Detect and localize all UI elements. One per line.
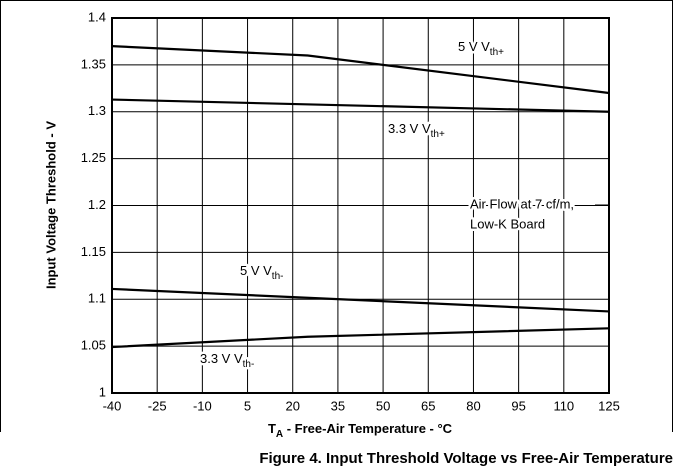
x-tick-label: 110 <box>553 398 574 413</box>
plot-frame <box>111 17 610 394</box>
y-tick-label: 1.15 <box>81 244 106 259</box>
series-label-main: 5 V V <box>458 39 490 54</box>
annotation: Air Flow at 7 cf/m, <box>470 196 574 211</box>
x-tick-label: 95 <box>511 398 525 413</box>
series-label-sub: th- <box>272 271 284 282</box>
x-tick-label: -25 <box>148 398 167 413</box>
y-tick-label: 1.25 <box>81 150 106 165</box>
x-tick-label: -10 <box>193 398 212 413</box>
series-label-sub: th+ <box>490 47 504 58</box>
y-tick-label: 1.3 <box>88 103 106 118</box>
series-label: 5 V Vth- <box>240 263 283 281</box>
x-tick-label: 80 <box>466 398 480 413</box>
series-label: 3.3 V Vth+ <box>388 121 445 139</box>
x-tick-label: 35 <box>331 398 345 413</box>
x-label-main: T <box>268 421 276 436</box>
series-line <box>111 327 610 349</box>
series-label-main: 3.3 V V <box>388 121 431 136</box>
x-label-rest: - Free-Air Temperature - °C <box>283 421 453 436</box>
series-label-main: 3.3 V V <box>200 351 243 366</box>
series-label-main: 5 V V <box>240 263 272 278</box>
x-tick-label: 50 <box>376 398 390 413</box>
y-tick-label: 1.1 <box>88 291 106 306</box>
y-axis-label: Input Voltage Threshold - V <box>43 121 58 289</box>
series-label-sub: th+ <box>431 129 445 140</box>
series-label-sub: th- <box>243 359 255 370</box>
y-tick-label: 1.4 <box>88 9 106 24</box>
chart-title: Figure 4. Input Threshold Voltage vs Fre… <box>259 450 673 467</box>
annotation: Low-K Board <box>470 216 545 231</box>
x-tick-label: 65 <box>421 398 435 413</box>
x-tick-label: -40 <box>103 398 122 413</box>
x-label-sub: A <box>276 429 283 440</box>
series-line <box>111 98 610 113</box>
x-axis-label: TA - Free-Air Temperature - °C <box>268 421 453 439</box>
series-line <box>111 45 610 95</box>
y-tick-label: 1.35 <box>81 56 106 71</box>
x-tick-label: 125 <box>598 398 620 413</box>
x-tick-label: 5 <box>244 398 251 413</box>
y-tick-label: 1.05 <box>81 338 106 353</box>
x-tick-label: 20 <box>285 398 299 413</box>
series-line <box>111 287 610 313</box>
series-label: 5 V Vth+ <box>458 39 504 57</box>
series-label: 3.3 V Vth- <box>200 351 254 369</box>
y-tick-label: 1 <box>99 384 106 399</box>
y-tick-label: 1.2 <box>88 197 106 212</box>
